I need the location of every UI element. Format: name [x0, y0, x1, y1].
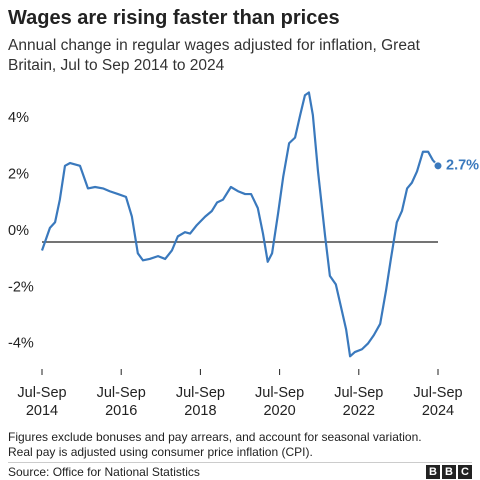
y-tick-label: -2% [8, 279, 34, 295]
footnote-line: Figures exclude bonuses and pay arrears,… [8, 430, 422, 444]
logo-letter: B [426, 465, 440, 479]
x-tick-label: Jul-Sep 2016 [97, 385, 146, 419]
logo-letter: C [458, 465, 472, 479]
source: Source: Office for National Statistics [8, 465, 200, 479]
x-tick-label: Jul-Sep 2018 [176, 385, 225, 419]
footnote: Figures exclude bonuses and pay arrears,… [8, 430, 472, 460]
footnote-line: Real pay is adjusted using consumer pric… [8, 445, 313, 459]
x-tick-label: Jul-Sep 2024 [413, 385, 462, 419]
x-tick-label: Jul-Sep 2022 [334, 385, 383, 419]
data-line [40, 91, 439, 358]
end-point [433, 161, 443, 171]
end-label: 2.7% [446, 158, 479, 174]
x-tick-label: Jul-Sep 2014 [17, 385, 66, 419]
y-tick-label: 4% [8, 110, 29, 126]
y-tick-label: 2% [8, 166, 29, 182]
chart-subtitle: Annual change in regular wages adjusted … [8, 37, 420, 74]
x-tick-label: Jul-Sep 2020 [255, 385, 304, 419]
divider [8, 462, 472, 463]
chart-title: Wages are rising faster than prices [8, 7, 340, 29]
y-tick-label: 0% [8, 223, 29, 239]
y-tick-label: -4% [8, 336, 34, 352]
logo-letter: B [442, 465, 456, 479]
logo: B B C [426, 465, 472, 479]
